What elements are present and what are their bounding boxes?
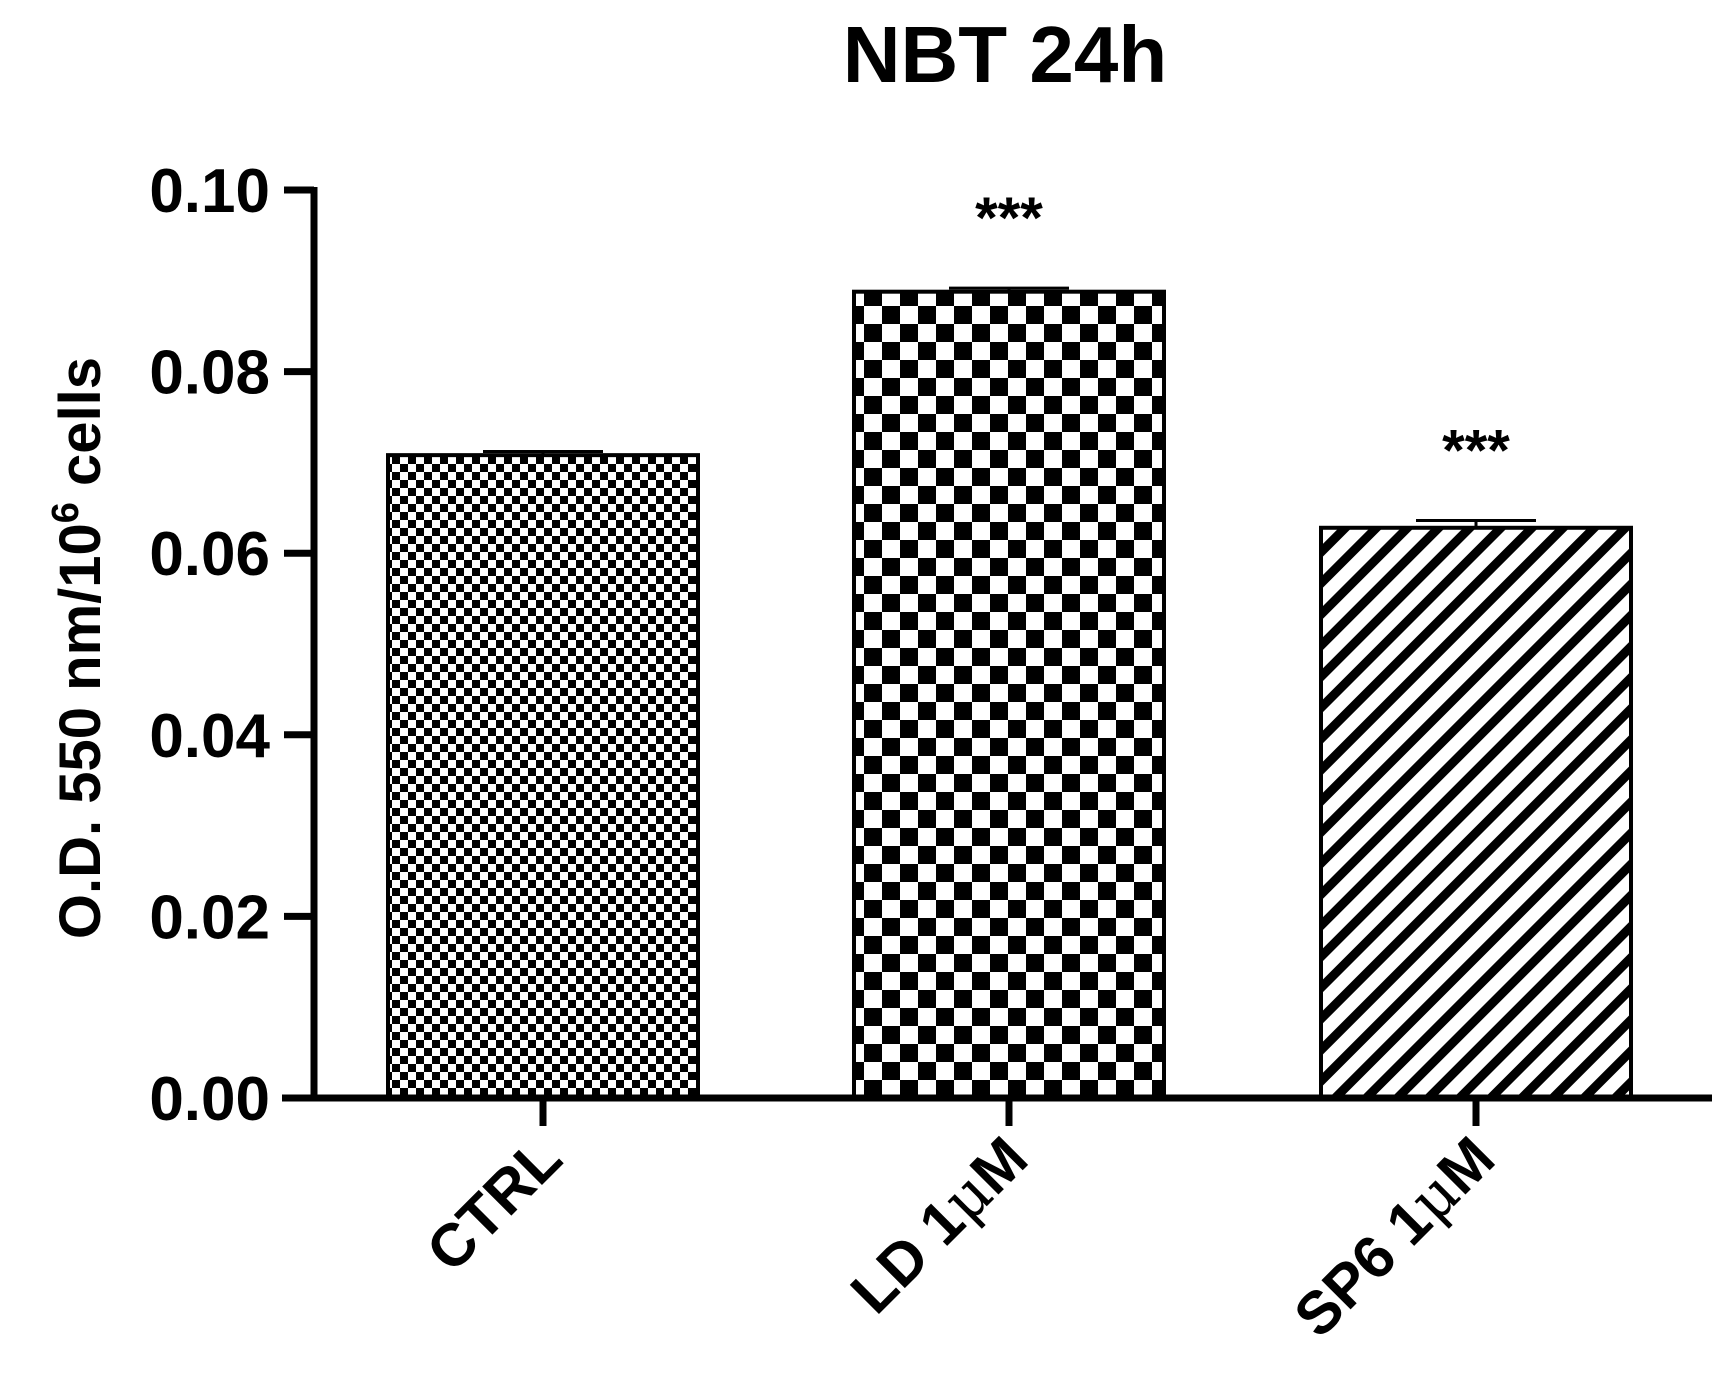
- error-bars-group: [483, 286, 1536, 528]
- y-tick-label-5: 0.10: [149, 157, 270, 226]
- bar-2: [1319, 525, 1633, 1100]
- y-axis-label: O.D. 550 nm/106 cells: [45, 357, 113, 939]
- y-axis-label-main: O.D. 550 nm/10: [48, 523, 113, 939]
- x-tick-label-0: CTRL: [414, 1124, 574, 1284]
- y-tick-label-2: 0.04: [149, 702, 270, 771]
- bars-group: [386, 289, 1633, 1101]
- y-ticks-group: 0.00 0.02 0.04 0.06 0.08 0.10: [149, 157, 314, 1134]
- bar-0: [386, 453, 700, 1100]
- y-tick-label-1: 0.02: [149, 883, 270, 952]
- x-tick-label-2: SP6 1μM: [1281, 1123, 1509, 1351]
- chart-title: NBT 24h: [843, 10, 1168, 99]
- x-tick-label-main-2: SP6 1: [1281, 1187, 1444, 1350]
- x-ticks-group: CTRL LD 1μM SP6 1μM: [414, 1098, 1509, 1351]
- bar-1: [852, 289, 1166, 1101]
- y-tick-label-0: 0.00: [149, 1065, 270, 1134]
- y-axis-label-superscript: 6: [45, 502, 87, 523]
- significance-annotation-2: ***: [1442, 419, 1510, 484]
- y-axis-label-suffix: cells: [48, 357, 113, 502]
- significance-annotation-1: ***: [975, 186, 1043, 251]
- y-tick-label-3: 0.06: [149, 520, 270, 589]
- x-tick-label-main-0: CTRL: [414, 1124, 574, 1284]
- y-tick-label-4: 0.08: [149, 339, 270, 408]
- annotations-group: *** ***: [975, 186, 1510, 483]
- x-tick-label-1: LD 1μM: [837, 1123, 1041, 1327]
